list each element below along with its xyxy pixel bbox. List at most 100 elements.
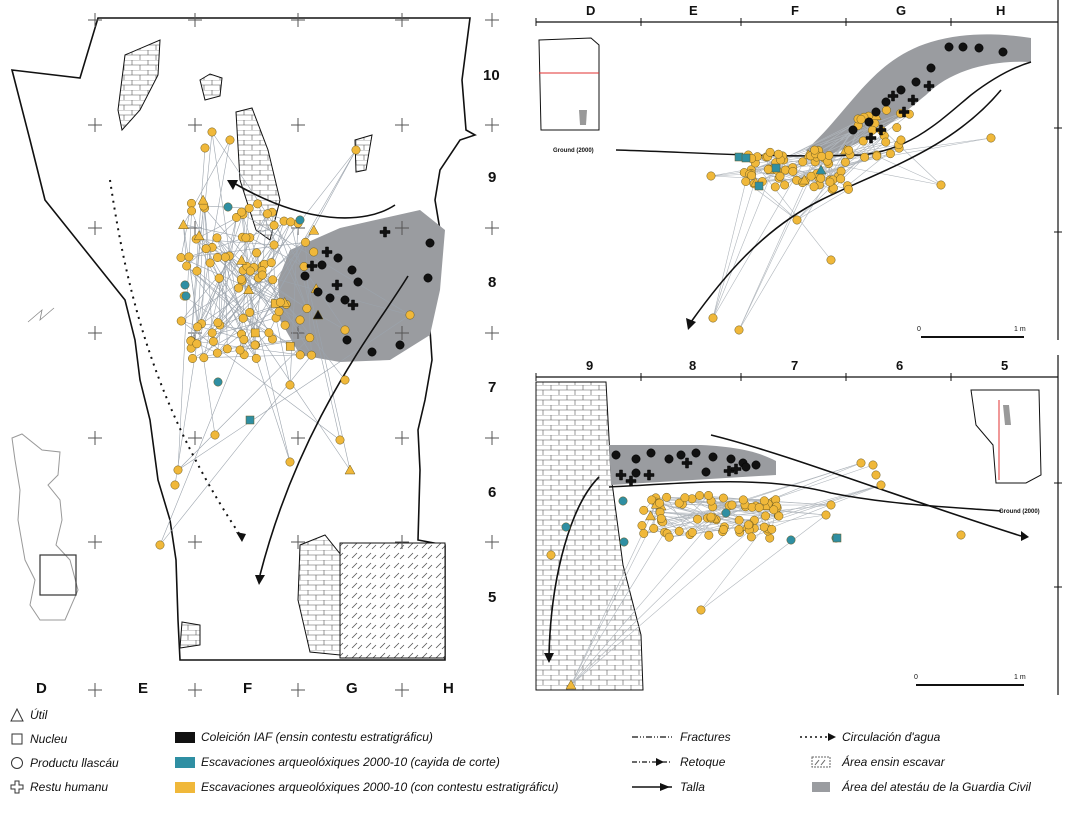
artefact-circle xyxy=(734,524,744,534)
artefact-circle xyxy=(257,270,267,280)
artefact-circle xyxy=(300,271,310,281)
legend-label: Coleición IAF (ensin contestu estratigrá… xyxy=(201,730,433,744)
artefact-cross xyxy=(865,132,877,144)
artefact-circle xyxy=(239,335,249,345)
artefact-circle xyxy=(792,215,802,225)
artefact-square xyxy=(285,342,295,351)
legend-item-util: Útil xyxy=(10,708,47,722)
legend-label: Área ensin escavar xyxy=(842,755,945,769)
artefact-circle xyxy=(858,136,868,146)
artefact-circle xyxy=(767,524,777,534)
rock-block xyxy=(354,134,373,173)
rock-block xyxy=(179,621,201,649)
artefact-circle xyxy=(188,354,197,363)
artefact-circle xyxy=(674,498,684,508)
legend-item-fractures: Fractures xyxy=(632,730,731,744)
artefact-circle xyxy=(252,248,262,258)
artefact-circle xyxy=(286,217,296,227)
artefact-circle xyxy=(744,520,753,530)
ground-label: Ground (2000) xyxy=(999,509,1040,515)
ground-line xyxy=(608,480,1002,512)
artefact-circle xyxy=(821,510,831,520)
artefact-circle xyxy=(295,350,305,360)
color-swatch xyxy=(175,756,195,768)
legend-label: Nucleu xyxy=(30,732,68,746)
artefact-circle xyxy=(754,503,764,513)
artefact-square xyxy=(741,153,751,163)
artefact-points xyxy=(155,127,435,550)
row-label: 8 xyxy=(488,274,496,291)
artefact-circle xyxy=(285,380,295,390)
artefact-circle xyxy=(611,450,621,460)
artefact-circle xyxy=(340,375,350,385)
artefact-circle xyxy=(241,233,251,243)
artefact-circle xyxy=(618,496,628,506)
col-label: E xyxy=(689,3,698,18)
artefact-cross xyxy=(625,475,637,487)
artefact-circle xyxy=(836,174,846,184)
artefact-circle xyxy=(295,315,305,325)
artefact-circle xyxy=(809,182,819,192)
artefact-circle xyxy=(693,514,702,524)
artefact-triangle xyxy=(565,679,577,690)
artefact-circle xyxy=(155,540,165,550)
artefact-circle xyxy=(210,430,220,440)
artefact-circle xyxy=(844,184,853,194)
artefact-circle xyxy=(295,215,305,225)
artefact-circle xyxy=(871,470,881,480)
legend-item-productu: Productu llascáu xyxy=(10,756,119,770)
artefact-circle xyxy=(704,490,713,500)
unexcavated-area xyxy=(339,542,446,659)
artefact-circle xyxy=(342,335,352,345)
artefact-circle xyxy=(262,209,272,219)
artefact-circle xyxy=(998,47,1008,57)
artefact-circle xyxy=(201,244,211,254)
artefact-circle xyxy=(704,530,714,540)
artefact-circle xyxy=(798,157,808,167)
talla-arrow xyxy=(259,275,409,576)
grid-crosses xyxy=(88,13,499,697)
artefact-circle xyxy=(561,522,571,532)
talla-arrow xyxy=(548,476,600,656)
artefact-circle xyxy=(199,353,209,363)
artefact-circle xyxy=(182,261,192,271)
artefact-circle xyxy=(631,468,641,478)
artefact-circle xyxy=(836,166,846,176)
artefact-circle xyxy=(238,313,248,323)
artefact-circle xyxy=(738,495,748,505)
fracture-line-icon xyxy=(632,736,674,738)
artefact-circle xyxy=(810,145,820,155)
artefact-circle xyxy=(212,348,222,358)
artefact-circle xyxy=(192,266,202,276)
artefact-circle xyxy=(860,152,870,162)
square-icon xyxy=(11,733,23,745)
artefact-circle xyxy=(882,105,891,115)
arrow-head xyxy=(1021,531,1029,541)
unexcavated-area-icon xyxy=(811,756,831,768)
artefact-cross xyxy=(723,465,735,477)
col-label: G xyxy=(896,3,906,18)
legend-label: Área del atestáu de la Guardia Civil xyxy=(842,780,1031,794)
artefact-circle xyxy=(773,149,783,159)
artefact-circle xyxy=(423,273,433,283)
talla-arrow xyxy=(690,89,1002,323)
artefact-circle xyxy=(251,353,261,363)
artefact-circle xyxy=(864,117,874,127)
artefact-circle xyxy=(655,498,664,508)
triangle-icon xyxy=(10,708,24,722)
artefact-circle xyxy=(763,164,773,174)
artefact-circle xyxy=(340,295,350,305)
artefact-circle xyxy=(936,180,946,190)
arrow-head xyxy=(686,318,696,330)
svg-text:0: 0 xyxy=(917,326,921,333)
circle-icon xyxy=(11,757,23,769)
artefact-circle xyxy=(868,460,878,470)
artefact-circle xyxy=(881,97,891,107)
artefact-circle xyxy=(213,253,222,262)
legend-label: Productu llascáu xyxy=(30,756,119,770)
artefact-circle xyxy=(844,145,854,155)
artefact-square xyxy=(245,415,255,425)
col-label: E xyxy=(138,680,148,697)
artefact-circle xyxy=(646,448,656,458)
artefact-circle xyxy=(335,435,345,445)
